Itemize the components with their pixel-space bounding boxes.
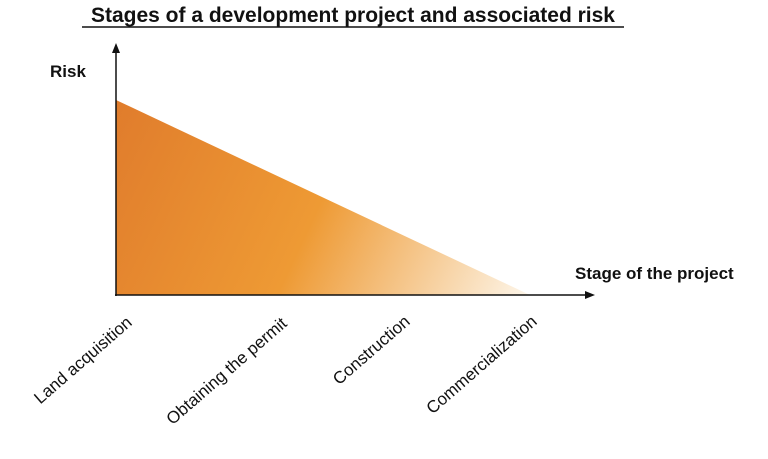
stage-label-construction: Construction — [329, 312, 413, 389]
diagram-title: Stages of a development project and asso… — [91, 4, 615, 27]
stage-label-commercialization: Commercialization — [423, 312, 541, 418]
y-axis-label: Risk — [50, 62, 86, 81]
risk-triangle — [116, 100, 530, 295]
stage-label-obtaining-permit: Obtaining the permit — [163, 314, 291, 429]
stage-label-land-acquisition: Land acquisition — [30, 313, 135, 408]
x-axis-label: Stage of the project — [575, 264, 734, 283]
